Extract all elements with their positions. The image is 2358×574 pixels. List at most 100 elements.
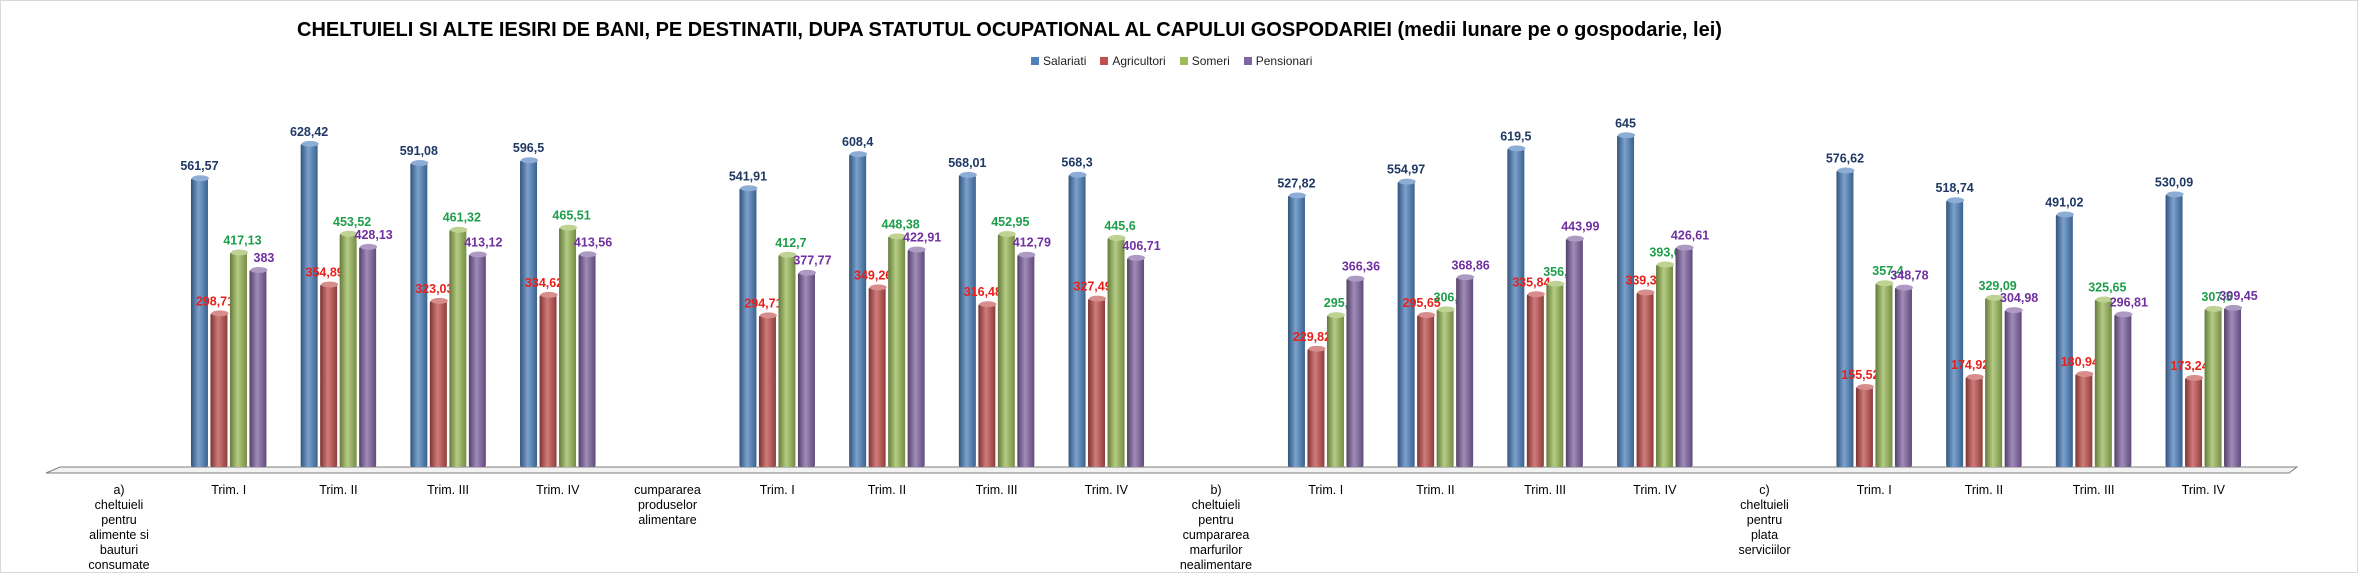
bar-pensionari-9: [1127, 254, 1146, 467]
x-tick-label: Trim. I: [1857, 483, 1892, 497]
bar-someri-16: [1875, 280, 1894, 467]
bar-top: [2115, 311, 2133, 318]
bar-top: [1895, 284, 1913, 291]
bar-body: [1565, 238, 1583, 467]
data-label: 443,99: [1561, 220, 1599, 234]
bar-top: [411, 160, 429, 167]
bar-top: [740, 185, 758, 192]
bar-body: [907, 249, 925, 467]
bar-top: [579, 251, 597, 258]
bar-body: [2224, 307, 2242, 467]
bar-body: [190, 178, 208, 467]
data-label: 426,61: [1671, 229, 1709, 243]
bar-top: [1018, 251, 1036, 258]
bar-top: [1527, 291, 1545, 298]
data-label: 304,98: [2000, 291, 2038, 305]
bar-pensionari-4: [578, 251, 597, 467]
bar-someri-9: [1107, 234, 1126, 467]
data-label: 366,36: [1342, 260, 1380, 274]
data-label: 596,5: [513, 141, 544, 155]
data-label: 591,08: [400, 144, 438, 158]
bar-someri-2: [339, 230, 358, 467]
data-label: 417,13: [223, 233, 261, 247]
data-label: 554,97: [1387, 163, 1425, 177]
data-label: 307,5: [2201, 290, 2232, 304]
bar-agricultori-18: [2075, 370, 2094, 467]
bar-body: [1397, 181, 1415, 467]
bar-top: [521, 157, 539, 164]
bar-body: [359, 246, 377, 467]
bar-body: [1346, 278, 1364, 467]
bar-body: [849, 154, 867, 467]
bar-body: [1436, 309, 1454, 467]
x-tick-label: Trim. IV: [536, 483, 580, 497]
bar-body: [1946, 200, 1964, 467]
bar-top: [1947, 197, 1965, 204]
bar-someri-1: [229, 249, 248, 467]
bar-salariati-2: [300, 140, 319, 468]
bar-salariati-9: [1068, 171, 1087, 467]
bar-agricultori-6: [758, 312, 777, 467]
bar-pensionari-2: [359, 243, 378, 467]
bar-body: [520, 160, 538, 467]
bar-someri-4: [559, 224, 578, 467]
x-tick-label: Trim. IV: [2182, 483, 2226, 497]
bar-agricultori-1: [210, 310, 229, 467]
data-label: 348,78: [1890, 269, 1928, 283]
bar-top: [450, 226, 468, 233]
x-tick-label: Trim. III: [427, 483, 469, 497]
data-label: 327,49: [1073, 280, 1111, 294]
data-label: 576,62: [1826, 151, 1864, 165]
bar-body: [1107, 237, 1125, 467]
bar-body: [1965, 377, 1983, 467]
bar-body: [758, 315, 776, 467]
bar-body: [1456, 277, 1474, 467]
bar-body: [868, 287, 886, 467]
legend-label: Agricultori: [1112, 54, 1166, 68]
x-tick-label: Trim. I: [760, 483, 795, 497]
bar-pensionari-18: [2114, 311, 2133, 467]
bar-body: [1546, 283, 1564, 467]
legend-item-salariati: Salariati: [1031, 54, 1086, 68]
bar-agricultori-17: [1965, 374, 1984, 467]
x-tick-label: Trim. I: [211, 483, 246, 497]
data-label: 628,42: [290, 125, 328, 139]
bar-salariati-11: [1287, 192, 1306, 467]
bar-body: [1836, 170, 1854, 467]
bar-top: [1288, 192, 1306, 199]
bar-body: [1088, 298, 1106, 467]
data-label: 229,82: [1293, 330, 1331, 344]
bar-salariati-17: [1946, 197, 1965, 467]
bar-pensionari-6: [797, 269, 816, 467]
bar-body: [229, 252, 247, 467]
bar-body: [2004, 310, 2022, 467]
bar-body: [1636, 292, 1654, 467]
bar-salariati-8: [958, 171, 977, 468]
bar-agricultori-19: [2185, 374, 2204, 467]
bar-top: [250, 267, 268, 274]
bar-top: [889, 233, 907, 240]
legend-swatch: [1100, 57, 1109, 65]
bar-pensionari-11: [1346, 275, 1365, 467]
bar-agricultori-7: [868, 284, 887, 467]
bar-agricultori-14: [1636, 289, 1655, 467]
bar-pensionari-3: [468, 251, 487, 467]
bar-salariati-12: [1397, 178, 1416, 467]
x-tick-label: a) cheltuieli pentru alimente si bauturi cons…: [88, 483, 149, 572]
data-label: 461,32: [443, 211, 481, 225]
data-label: 329,09: [1979, 279, 2017, 293]
bar-body: [1307, 348, 1325, 467]
bar-top: [1676, 244, 1694, 251]
bar-salariati-7: [849, 151, 868, 467]
data-label: 453,52: [333, 215, 371, 229]
bar-body: [778, 254, 796, 467]
bar-body: [958, 174, 976, 468]
bar-body: [978, 304, 996, 467]
bar-body: [1855, 387, 1873, 467]
bar-body: [1617, 135, 1635, 468]
bar-top: [1437, 306, 1455, 313]
bar-top: [1398, 178, 1416, 185]
bar-top: [230, 249, 248, 256]
bar-body: [1287, 195, 1305, 467]
data-label: 541,91: [729, 169, 767, 183]
